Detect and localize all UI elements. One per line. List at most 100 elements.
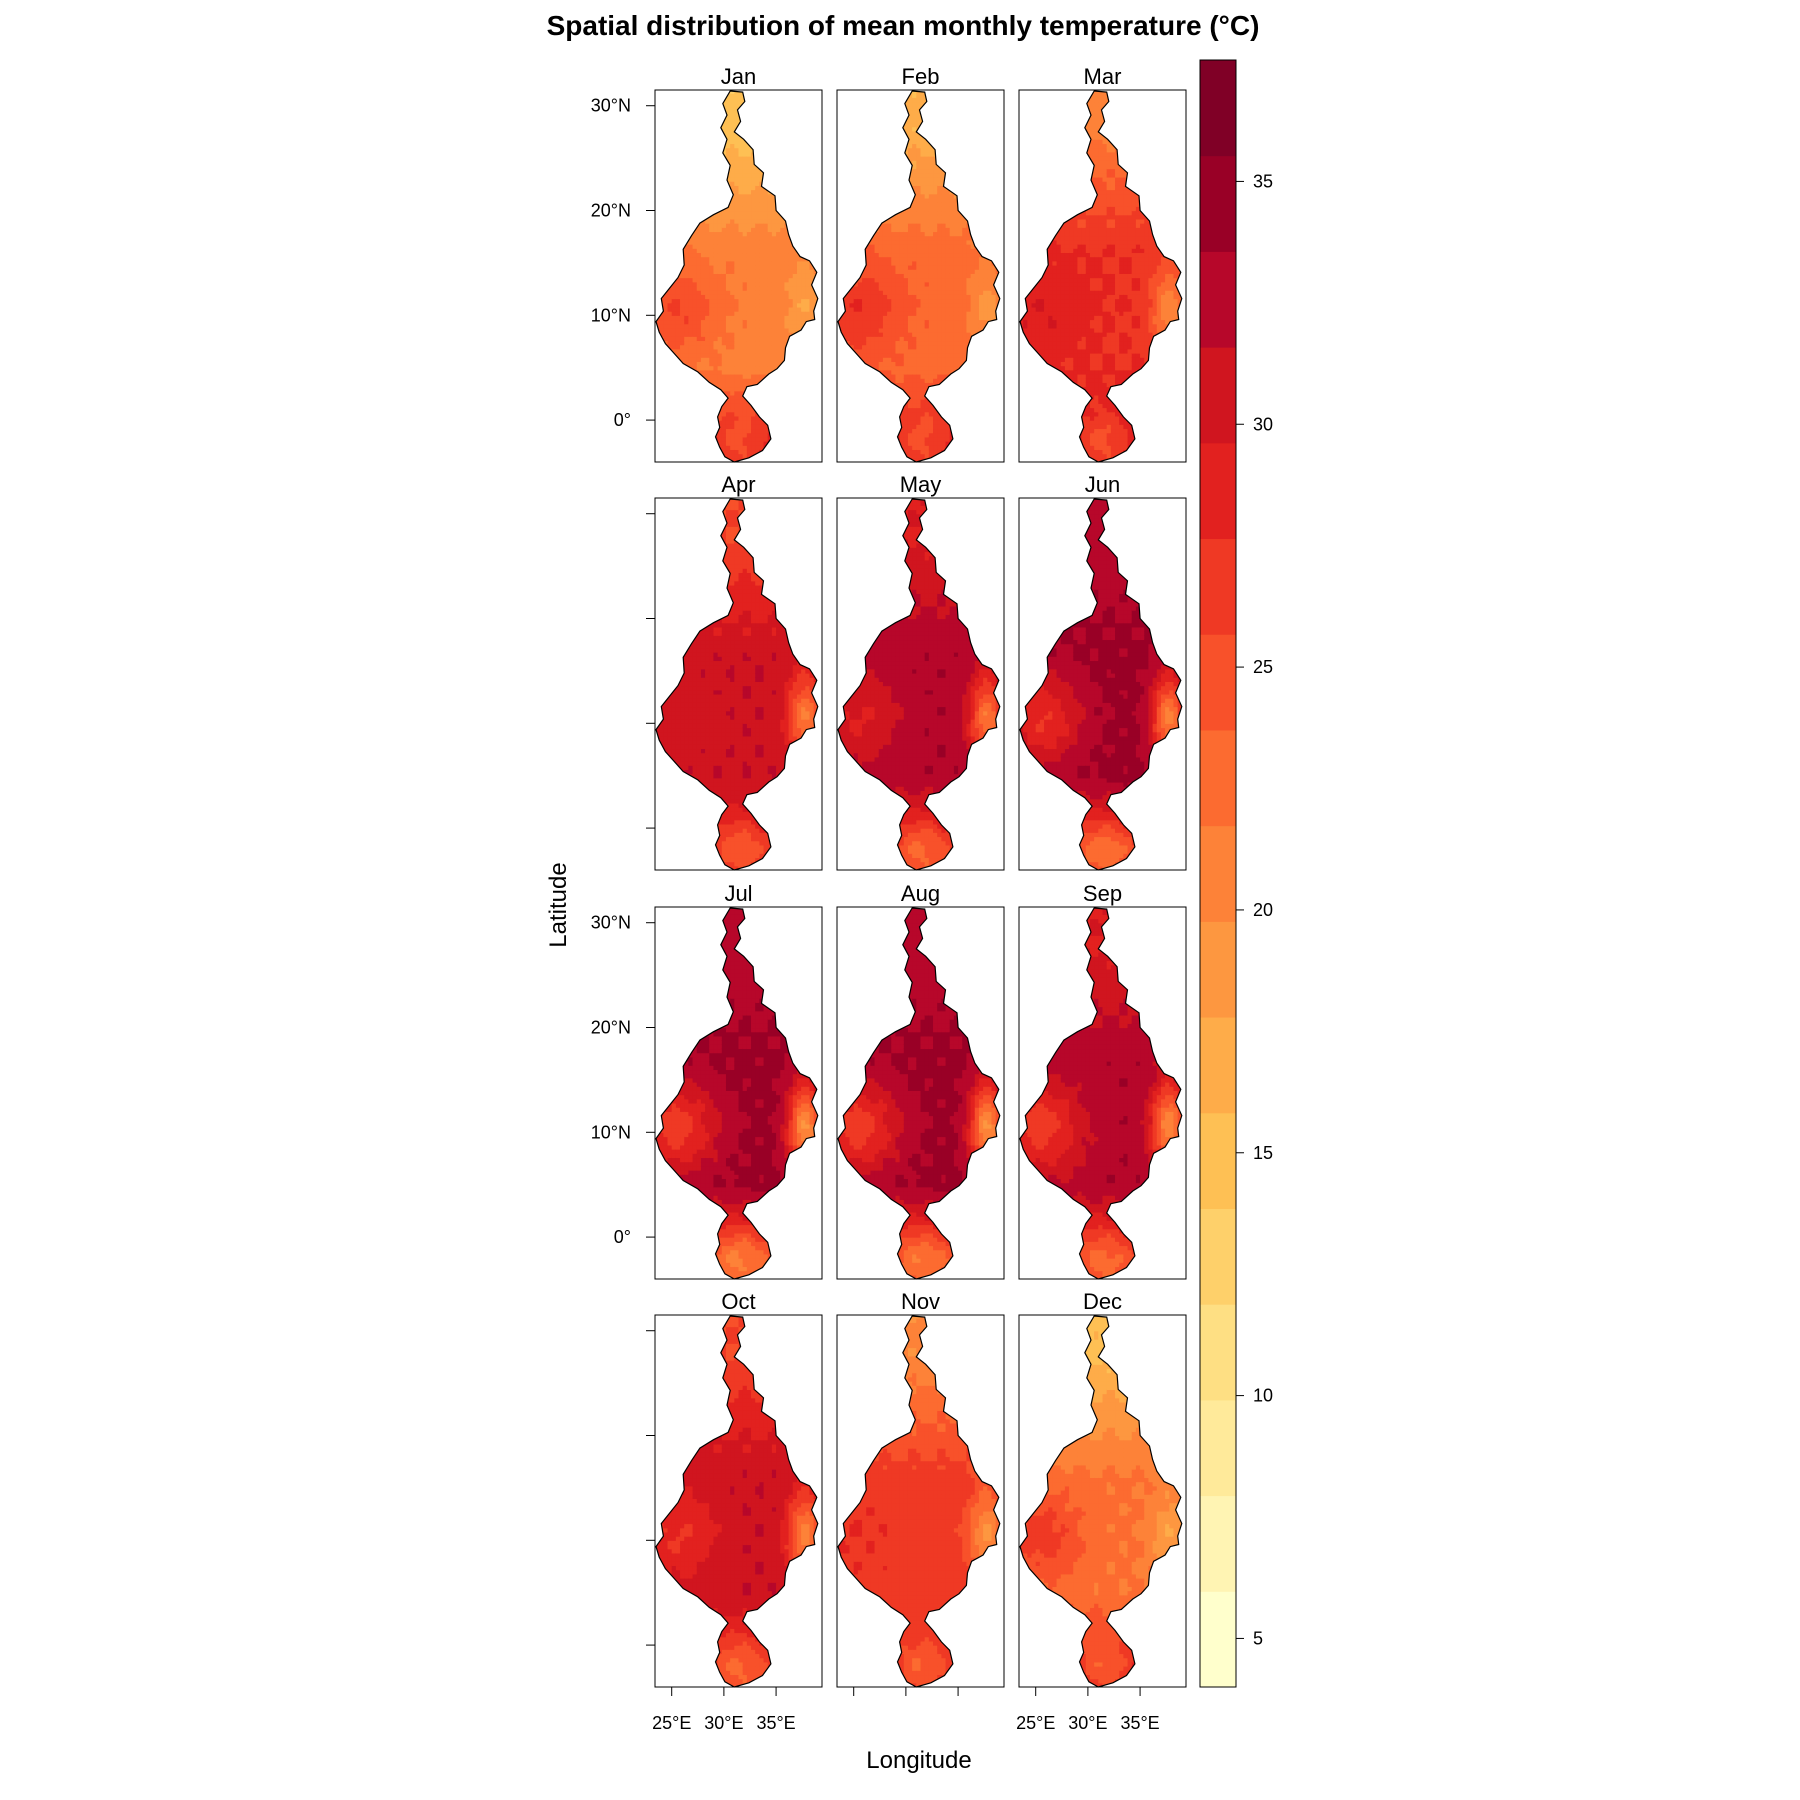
panel-title: Mar	[1084, 64, 1122, 89]
temperature-field	[838, 91, 1000, 462]
temperature-field	[1020, 908, 1182, 1279]
colorbar: 35 30 25 20 15 10 5	[1199, 59, 1273, 1688]
panel-nov: Nov	[836, 1289, 1005, 1696]
colorbar-bin	[1200, 1208, 1236, 1305]
panel-frame	[836, 497, 1005, 871]
colorbar-tick-label: 30	[1253, 414, 1273, 434]
colorbar-bin	[1200, 60, 1236, 157]
y-tick-label: 20°N	[591, 201, 631, 221]
panel-title: Feb	[902, 64, 940, 89]
colorbar-bin	[1200, 538, 1236, 635]
y-tick-label: 0°	[614, 410, 631, 430]
x-tick-label: 25°E	[652, 1713, 691, 1733]
chart-title: Spatial distribution of mean monthly tem…	[547, 10, 1260, 41]
colorbar-bin	[1200, 634, 1236, 731]
panel-grid: Jan 30°N 20°N 10°N 0° Feb Mar Apr May Jun Jul 30°N 2…	[591, 64, 1187, 1733]
panel-frame	[1018, 906, 1187, 1280]
panel-jan: Jan 30°N 20°N 10°N 0°	[591, 64, 823, 463]
colorbar-bin	[1200, 1399, 1236, 1497]
colorbar-bin	[1200, 347, 1236, 444]
panel-dec: Dec 25°E 30°E 35°E	[1016, 1289, 1187, 1733]
panel-frame	[836, 906, 1005, 1280]
basin-outline	[655, 1315, 819, 1688]
basin-outline	[1019, 498, 1183, 871]
x-tick-label: 35°E	[756, 1713, 795, 1733]
colorbar-bin	[1200, 729, 1236, 827]
panel-title: Dec	[1083, 1289, 1122, 1314]
colorbar-bin	[1200, 155, 1236, 252]
x-tick-label: 30°E	[1068, 1713, 1107, 1733]
panel-title: Nov	[901, 1289, 940, 1314]
basin-outline	[837, 1315, 1001, 1688]
colorbar-bin	[1200, 1591, 1236, 1688]
panel-title: Jun	[1085, 472, 1120, 497]
panel-frame	[1018, 497, 1187, 871]
panel-sep: Sep	[1018, 881, 1187, 1280]
panel-oct: Oct 25°E 30°E 35°E	[646, 1289, 823, 1733]
colorbar-bin	[1200, 442, 1236, 540]
temperature-field	[656, 908, 818, 1279]
basin-outline	[655, 907, 819, 1280]
basin-outline	[1019, 907, 1183, 1280]
temperature-field	[656, 91, 818, 462]
panel-frame	[836, 1314, 1005, 1688]
panel-may: May	[836, 472, 1005, 871]
basin-outline	[837, 907, 1001, 1280]
colorbar-bin	[1200, 1304, 1236, 1401]
temperature-field	[838, 499, 1000, 870]
y-axis-label: Latitude	[545, 862, 572, 947]
temperature-field	[1020, 91, 1182, 462]
colorbar-tick-label: 35	[1253, 171, 1273, 191]
panel-jul: Jul 30°N 20°N 10°N 0°	[591, 881, 823, 1280]
panel-title: Jul	[724, 881, 752, 906]
panel-frame	[654, 497, 823, 871]
colorbar-frame	[1199, 59, 1237, 1688]
temperature-field	[1020, 1316, 1182, 1687]
panel-frame	[1018, 1314, 1187, 1688]
basin-outline	[655, 90, 819, 463]
panel-frame	[654, 89, 823, 463]
temperature-field	[656, 1316, 818, 1687]
panel-frame	[654, 1314, 823, 1688]
panel-title: Jan	[721, 64, 756, 89]
panel-frame	[1018, 89, 1187, 463]
x-tick-label: 25°E	[1016, 1713, 1055, 1733]
y-tick-label: 0°	[614, 1227, 631, 1247]
basin-outline	[1019, 1315, 1183, 1688]
panel-mar: Mar	[1018, 64, 1187, 463]
basin-outline	[837, 90, 1001, 463]
basin-outline	[837, 498, 1001, 871]
x-tick-label: 35°E	[1120, 1713, 1159, 1733]
panel-jun: Jun	[1018, 472, 1187, 871]
y-tick-label: 20°N	[591, 1018, 631, 1038]
y-tick-label: 30°N	[591, 913, 631, 933]
basin-outline	[655, 498, 819, 871]
x-tick-label: 30°E	[704, 1713, 743, 1733]
panel-frame	[836, 89, 1005, 463]
colorbar-tick-label: 25	[1253, 657, 1273, 677]
colorbar-tick-label: 20	[1253, 900, 1273, 920]
panel-title: May	[900, 472, 942, 497]
colorbar-bin	[1200, 921, 1236, 1018]
temperature-field	[1020, 499, 1182, 870]
temperature-field	[838, 908, 1000, 1279]
y-tick-label: 10°N	[591, 305, 631, 325]
temperature-field	[656, 499, 818, 870]
colorbar-tick-label: 10	[1253, 1386, 1273, 1406]
basin-outline	[1019, 90, 1183, 463]
colorbar-tick-label: 5	[1253, 1628, 1263, 1648]
colorbar-tick-label: 15	[1253, 1143, 1273, 1163]
colorbar-bin	[1200, 251, 1236, 348]
colorbar-bin	[1200, 1112, 1236, 1209]
panel-title: Apr	[721, 472, 755, 497]
panel-feb: Feb	[836, 64, 1005, 463]
panel-title: Oct	[721, 1289, 755, 1314]
colorbar-bin	[1200, 825, 1236, 922]
colorbar-bin	[1200, 1017, 1236, 1114]
panel-title: Aug	[901, 881, 940, 906]
temperature-field	[838, 1316, 1000, 1687]
panel-title: Sep	[1083, 881, 1122, 906]
y-tick-label: 30°N	[591, 96, 631, 116]
colorbar-bin	[1200, 1495, 1236, 1592]
